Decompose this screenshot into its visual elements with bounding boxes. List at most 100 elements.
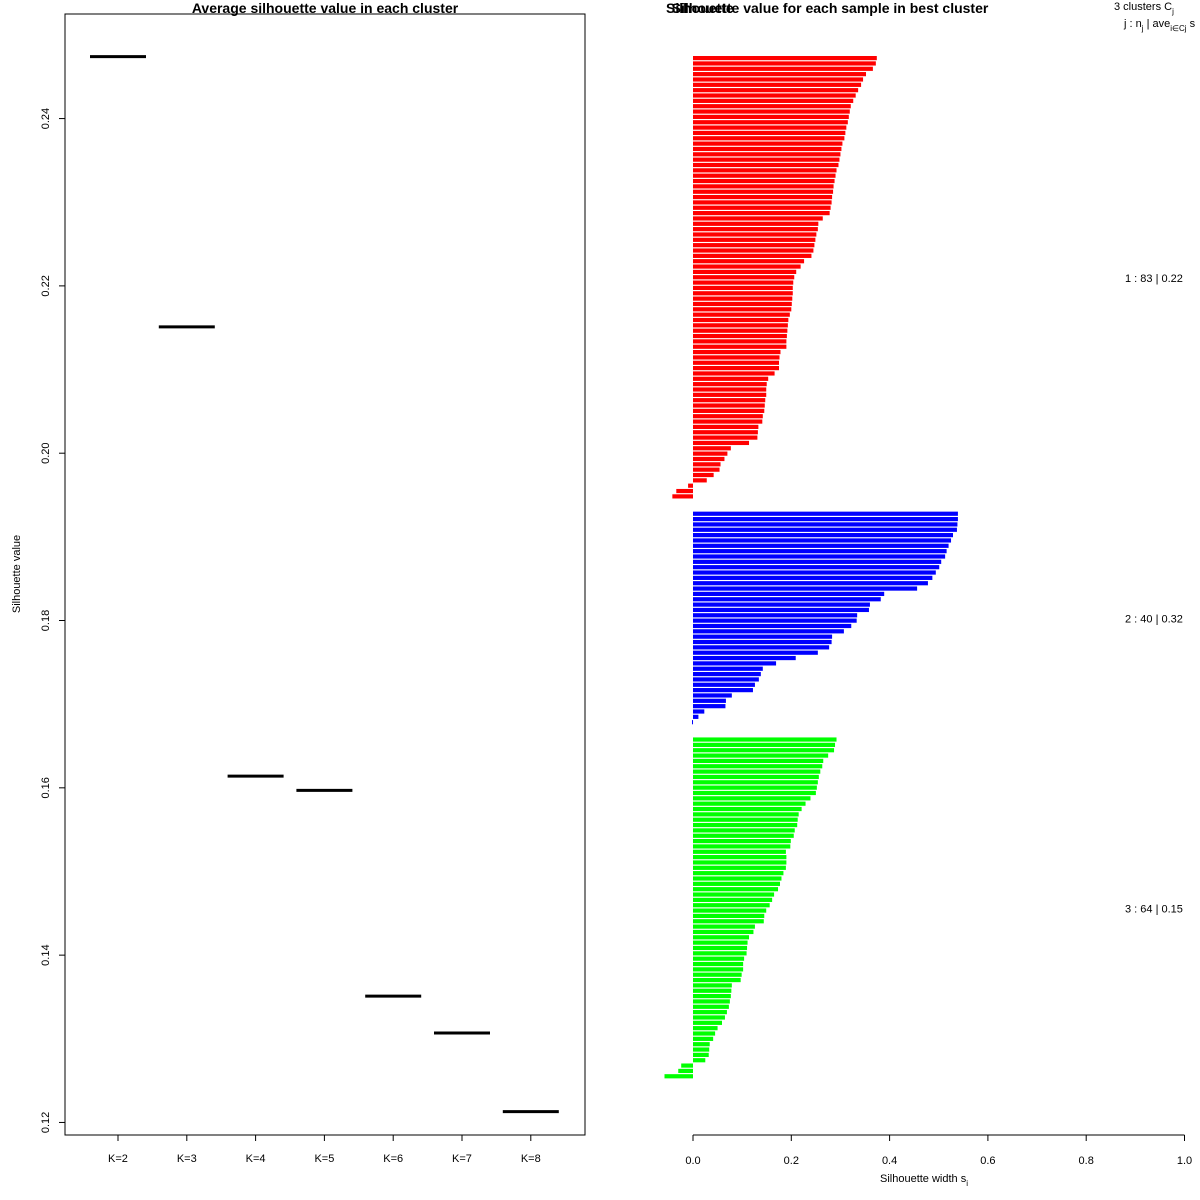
silhouette-bar-cluster-3 [693,1026,718,1031]
silhouette-bar-cluster-1 [693,398,766,403]
silhouette-bar-cluster-2 [693,543,949,548]
silhouette-bar-cluster-2 [693,655,796,661]
silhouette-bar-cluster-3 [693,1015,725,1020]
silhouette-bar-cluster-3 [693,774,819,780]
silhouette-bar-cluster-1 [693,301,792,307]
silhouette-bar-cluster-1 [693,371,775,376]
silhouette-bar-cluster-2 [693,698,726,703]
silhouette-bar-cluster-1 [693,462,721,467]
silhouette-bar-cluster-1 [693,152,841,157]
silhouette-bar-cluster-3 [693,977,741,983]
silhouette-bar-cluster-1 [693,146,842,152]
silhouette-bar-cluster-1 [693,66,873,71]
silhouette-bar-cluster-1 [693,120,848,125]
silhouette-bar-cluster-1 [693,456,725,462]
left-y-axis: 0.12 0.14 0.16 0.18 0.20 0.22 0.24 [40,108,65,1133]
silhouette-bar-cluster-2 [693,629,844,634]
silhouette-bar-cluster-1 [693,296,793,301]
silhouette-bar-cluster-3 [693,983,732,988]
right-header-line1: 3 clusters Cj [1114,1,1174,16]
silhouette-bar-cluster-2 [693,709,705,714]
left-panel: Average silhouette value in each cluster… [11,0,586,1165]
right-bars [664,56,958,1079]
silhouette-bar-cluster-3 [693,961,744,967]
right-x-tick-label: 0.4 [882,1155,897,1167]
silhouette-bar-cluster-3 [693,972,742,977]
silhouette-bar-cluster-1 [693,72,867,77]
silhouette-bar-cluster-2 [693,645,830,650]
silhouette-bar-cluster-3 [693,844,791,849]
right-panel: Silhouette Silhouette value for each sam… [664,0,1196,1188]
left-marks [90,55,559,1114]
silhouette-bar-cluster-1 [693,136,845,141]
silhouette-bar-cluster-2 [693,650,818,655]
silhouette-bar-cluster-2 [693,671,761,677]
silhouette-bar-cluster-1 [676,488,693,494]
silhouette-bar-cluster-3 [664,1074,693,1079]
left-x-tick-label: K=4 [246,1153,266,1165]
left-x-tick-label: K=7 [452,1153,472,1165]
silhouette-bar-cluster-1 [693,387,767,392]
right-cluster-annotations: 1 : 83 | 0.22 2 : 40 | 0.32 3 : 64 | 0.15 [1125,273,1183,916]
silhouette-bar-cluster-1 [693,424,759,430]
silhouette-bar-cluster-1 [693,451,728,456]
silhouette-bar-cluster-2 [693,714,699,719]
right-header-line2-end: s [1187,18,1196,30]
right-header-line2-sub1: j [1141,24,1144,33]
silhouette-bar-cluster-3 [678,1068,693,1074]
silhouette-bar-cluster-2 [693,538,952,543]
silhouette-bar-cluster-1 [693,307,792,312]
left-y-tick-label: 0.14 [40,944,52,965]
silhouette-bar-cluster-1 [693,403,765,408]
silhouette-bar-cluster-1 [693,344,787,349]
silhouette-bar-cluster-3 [693,1004,729,1009]
silhouette-bar-cluster-3 [693,780,818,785]
left-x-axis: K=2 K=3 K=4 K=5 K=6 K=7 K=8 [108,1135,541,1165]
silhouette-bar-cluster-1 [693,333,787,339]
silhouette-bar-cluster-3 [693,892,775,897]
silhouette-bar-cluster-2 [693,623,852,629]
silhouette-bar-cluster-1 [693,227,818,232]
silhouette-bar-cluster-1 [693,264,801,269]
silhouette-bar-cluster-1 [693,275,795,280]
silhouette-bar-cluster-3 [693,1020,722,1025]
silhouette-bar-cluster-3 [693,865,786,870]
silhouette-bar-cluster-1 [693,82,862,87]
silhouette-bar-cluster-1 [693,243,815,248]
silhouette-bar-cluster-1 [693,237,816,242]
left-x-tick-label: K=2 [108,1153,128,1165]
silhouette-bar-cluster-1 [693,98,854,103]
silhouette-bar-cluster-3 [693,1031,716,1036]
silhouette-bar-cluster-1 [693,323,788,328]
silhouette-bar-cluster-3 [693,860,787,865]
silhouette-bar-cluster-3 [693,956,745,961]
left-x-tick-label: K=6 [383,1153,403,1165]
left-y-tick-label: 0.24 [40,108,52,129]
silhouette-bar-cluster-1 [693,435,758,440]
silhouette-bar-cluster-1 [693,109,850,114]
silhouette-bar-cluster-3 [693,871,784,876]
silhouette-bar-cluster-3 [693,908,767,913]
right-x-axis-label-sub: i [966,1179,968,1188]
silhouette-bar-cluster-1 [693,291,793,296]
silhouette-bar-cluster-2 [693,602,870,607]
silhouette-bar-cluster-2 [693,581,928,586]
silhouette-bar-cluster-1 [693,355,780,360]
silhouette-bar-cluster-3 [693,838,791,844]
silhouette-bar-cluster-1 [693,200,832,205]
left-plot-frame [64,13,586,1136]
silhouette-bar-cluster-2 [693,586,918,591]
silhouette-bar-cluster-1 [693,328,788,333]
silhouette-bar-cluster-2 [693,533,954,538]
left-x-tick-label: K=3 [177,1153,197,1165]
silhouette-bar-cluster-1 [693,173,836,178]
silhouette-bar-cluster-3 [693,945,748,951]
silhouette-bar-cluster-1 [693,259,805,264]
right-x-axis: 0.0 0.2 0.4 0.6 0.8 1.0 [685,1134,1192,1167]
silhouette-bar-cluster-1 [693,162,839,168]
silhouette-bar-cluster-1 [693,349,781,355]
right-x-tick-label: 0.2 [784,1155,799,1167]
silhouette-bar-cluster-2 [693,666,763,671]
silhouette-bar-cluster-1 [693,178,835,184]
